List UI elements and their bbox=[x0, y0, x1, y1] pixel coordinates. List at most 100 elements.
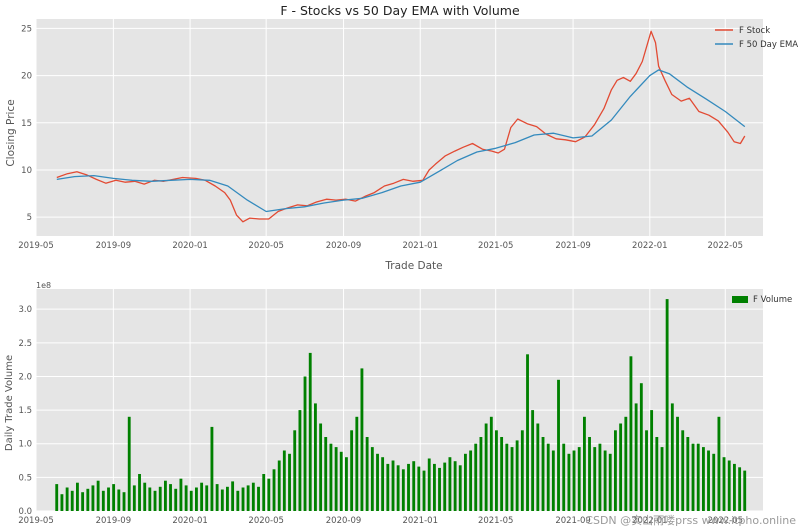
volume-bar bbox=[557, 379, 560, 511]
price-x-tick-label: 2019-09 bbox=[96, 241, 132, 251]
volume-y-tick-label: 1.5 bbox=[18, 406, 32, 416]
volume-bar bbox=[350, 430, 354, 511]
volume-bar bbox=[427, 458, 431, 511]
volume-scale-label: 1e8 bbox=[36, 281, 51, 290]
volume-bar bbox=[670, 403, 674, 511]
volume-bar bbox=[495, 430, 498, 511]
volume-bar bbox=[143, 482, 147, 511]
volume-bar bbox=[112, 484, 116, 511]
volume-bar bbox=[169, 484, 172, 511]
volume-bar bbox=[195, 487, 198, 511]
volume-bar bbox=[438, 467, 441, 511]
volume-bar bbox=[127, 416, 131, 511]
volume-bar bbox=[515, 440, 519, 511]
volume-bar bbox=[510, 447, 514, 511]
stock-price-line bbox=[56, 30, 746, 223]
volume-bar bbox=[215, 484, 219, 511]
volume-bar bbox=[712, 453, 716, 511]
volume-bar bbox=[717, 416, 721, 511]
volume-bar bbox=[174, 488, 178, 511]
volume-bar bbox=[624, 416, 628, 511]
price-x-tick-label: 2019-05 bbox=[18, 241, 54, 251]
volume-bar bbox=[148, 487, 152, 511]
volume-x-tick-label: 2019-05 bbox=[18, 516, 54, 526]
volume-bar bbox=[546, 443, 550, 511]
volume-bar bbox=[464, 453, 467, 511]
volume-bar bbox=[500, 437, 504, 511]
volume-bar bbox=[655, 437, 659, 511]
volume-bar bbox=[236, 490, 240, 511]
volume-bar bbox=[422, 470, 426, 511]
volume-bar bbox=[691, 443, 695, 511]
price-x-tick-label: 2020-01 bbox=[172, 241, 208, 251]
volume-bar bbox=[319, 423, 323, 511]
chart-title: F - Stocks vs 50 Day EMA with Volume bbox=[280, 3, 520, 18]
volume-bar bbox=[138, 474, 141, 511]
volume-bar bbox=[96, 480, 100, 511]
price-legend-label: F Stock bbox=[739, 26, 770, 36]
volume-x-tick-label: 2020-01 bbox=[172, 516, 208, 526]
price-axes: 2019-05 2019-09 2020-01 2020-05 2020-09 2021-… bbox=[18, 19, 798, 251]
volume-bar bbox=[484, 423, 488, 511]
price-x-tick-label: 2021-09 bbox=[555, 241, 591, 251]
volume-bar bbox=[598, 443, 602, 511]
volume-bar bbox=[339, 451, 343, 511]
volume-bar bbox=[577, 447, 581, 511]
volume-bar bbox=[226, 486, 229, 511]
price-x-tick-label: 2022-01 bbox=[632, 241, 668, 251]
volume-bar bbox=[469, 450, 473, 511]
volume-x-tick-label: 2021-05 bbox=[478, 516, 514, 526]
volume-bar bbox=[360, 368, 364, 511]
volume-bar bbox=[262, 474, 266, 511]
volume-bar bbox=[329, 443, 333, 511]
volume-bar bbox=[205, 485, 209, 511]
volume-bar bbox=[619, 423, 623, 511]
volume-bar bbox=[376, 453, 379, 511]
volume-bar bbox=[738, 467, 742, 511]
volume-bar bbox=[489, 416, 493, 511]
volume-bar bbox=[733, 463, 736, 511]
volume-x-tick-label: 2022-05 bbox=[708, 516, 744, 526]
volume-bar bbox=[727, 460, 731, 511]
volume-bar bbox=[220, 489, 224, 511]
volume-bar bbox=[707, 450, 710, 511]
volume-y-tick-label: 3.0 bbox=[18, 305, 32, 315]
volume-bar bbox=[179, 478, 183, 511]
volume-bar bbox=[743, 470, 747, 511]
volume-bar bbox=[308, 352, 312, 511]
price-x-tick-label: 2021-01 bbox=[402, 241, 438, 251]
volume-bar bbox=[55, 484, 59, 511]
volume-bar bbox=[391, 460, 395, 511]
volume-bar bbox=[117, 489, 121, 511]
volume-bar bbox=[645, 430, 648, 511]
volume-y-tick-label: 1.0 bbox=[18, 440, 32, 450]
volume-y-tick-label: 2.5 bbox=[18, 339, 32, 349]
ema-line bbox=[56, 69, 746, 213]
volume-bar bbox=[303, 376, 307, 511]
volume-y-tick-label: 0.0 bbox=[18, 507, 32, 517]
volume-bar bbox=[65, 487, 69, 511]
volume-bar bbox=[702, 447, 705, 511]
volume-bar bbox=[355, 416, 359, 511]
price-plot-area bbox=[36, 19, 763, 236]
price-y-tick-label: 25 bbox=[21, 24, 32, 34]
volume-bar bbox=[241, 487, 245, 511]
volume-bar bbox=[107, 487, 110, 511]
volume-x-tick-label: 2022-01 bbox=[632, 516, 668, 526]
volume-bar bbox=[381, 457, 385, 511]
volume-bar bbox=[81, 492, 85, 511]
volume-bar bbox=[448, 457, 452, 511]
volume-bar bbox=[314, 403, 317, 511]
volume-bar bbox=[91, 485, 95, 511]
volume-bar bbox=[520, 430, 524, 511]
volume-bar bbox=[231, 481, 235, 511]
volume-bar bbox=[505, 443, 509, 511]
volume-bar bbox=[60, 494, 64, 511]
price-x-tick-label: 2020-09 bbox=[326, 241, 362, 251]
price-y-tick-label: 20 bbox=[21, 72, 32, 82]
volume-bar bbox=[277, 460, 281, 511]
volume-bar bbox=[293, 430, 297, 511]
price-x-tick-label: 2020-05 bbox=[248, 241, 284, 251]
volume-bar bbox=[164, 480, 167, 511]
volume-bar bbox=[453, 461, 457, 511]
